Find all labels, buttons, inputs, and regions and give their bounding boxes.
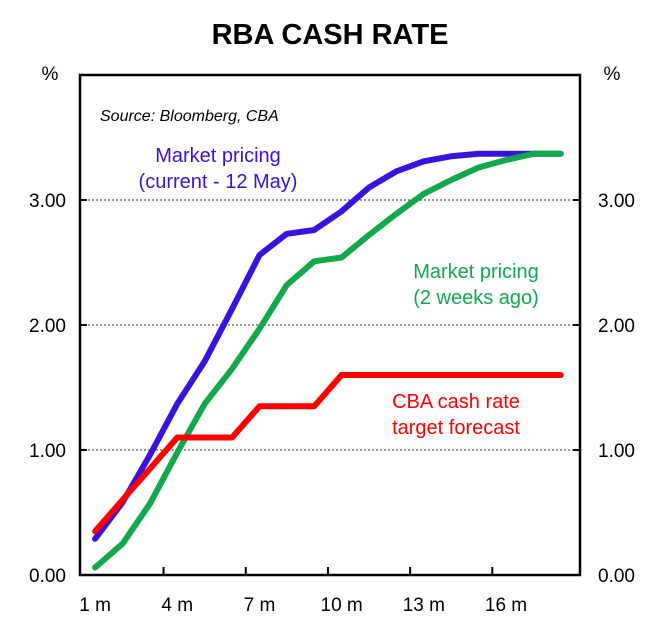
series-line-2 [92,372,564,535]
x-tick-label: 7 m [244,595,276,616]
y-tick-label-left: 2.00 [29,316,66,337]
series-label-1: (2 weeks ago) [413,287,539,309]
y-tick-label-right: 1.00 [598,441,635,462]
x-tick-label: 4 m [161,595,193,616]
y-tick-label-left: 1.00 [29,441,66,462]
y-tick-label-right: 0.00 [598,566,635,587]
series-label-2: target forecast [392,417,520,439]
series-label-0: Market pricing [155,145,281,167]
x-tick-label: 13 m [403,595,445,616]
left-unit-label: % [42,64,59,85]
y-tick-label-right: 3.00 [598,191,635,212]
x-tick-label: 1 m [79,595,111,616]
series-line-0 [92,150,564,542]
series-label-0: (current - 12 May) [139,171,298,193]
series-line-1 [92,150,564,571]
y-tick-label-right: 2.00 [598,316,635,337]
series-label-2: CBA cash rate [392,391,520,413]
chart-title: RBA CASH RATE [212,19,449,51]
x-tick-label: 16 m [485,595,527,616]
y-tick-label-left: 3.00 [29,191,66,212]
source-note: Source: Bloomberg, CBA [100,108,279,125]
y-tick-label-left: 0.00 [29,566,66,587]
right-unit-label: % [604,64,621,85]
x-tick-label: 10 m [321,595,363,616]
series-label-1: Market pricing [413,261,539,283]
